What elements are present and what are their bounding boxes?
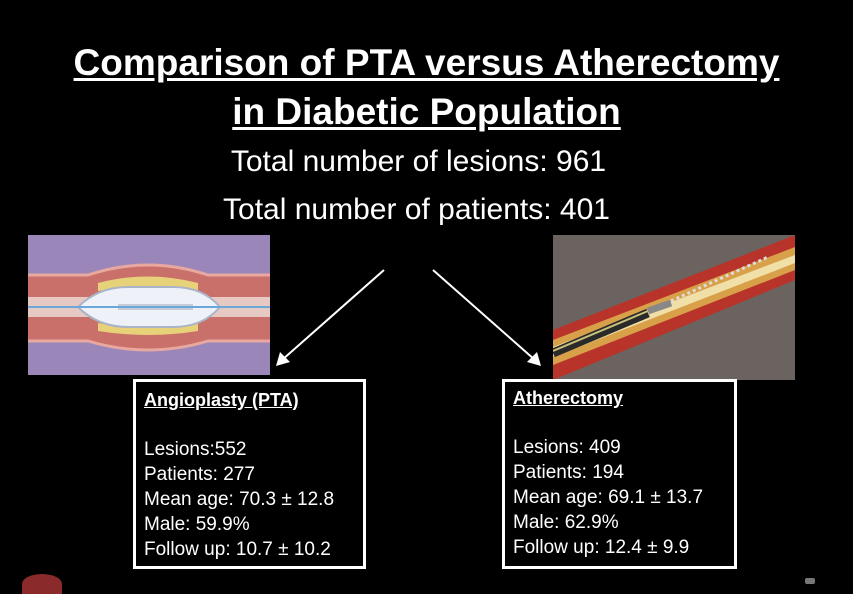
atherectomy-lesions: Lesions: 409 — [513, 437, 621, 458]
pta-lesions: Lesions:552 — [144, 439, 247, 460]
institution-logo — [22, 574, 62, 594]
atherectomy-heading: Atherectomy — [513, 388, 624, 408]
pta-male: Male: 59.9% — [144, 514, 250, 535]
pta-patients: Patients: 277 — [144, 464, 255, 485]
pta-follow-up: Follow up: 10.7 ± 10.2 — [144, 539, 331, 560]
total-patients: Total number of patients: 401 — [223, 193, 610, 226]
atherectomy-patients: Patients: 194 — [513, 462, 624, 483]
atherectomy-mean-age: Mean age: 69.1 ± 13.7 — [513, 487, 704, 508]
atherectomy-summary-box: Atherectomy Lesions: 409 Patients: 194 M… — [502, 379, 737, 569]
angioplasty-balloon-illustration — [28, 235, 270, 375]
pta-mean-age: Mean age: 70.3 ± 12.8 — [144, 489, 335, 510]
atherectomy-male: Male: 62.9% — [513, 512, 619, 533]
atherectomy-follow-up: Follow up: 12.4 ± 9.9 — [513, 537, 690, 558]
slide-nav-icon — [805, 578, 815, 584]
title-line-2: in Diabetic Population — [232, 91, 621, 132]
pta-heading: Angioplasty (PTA) — [144, 390, 299, 410]
pta-summary-box: Angioplasty (PTA) Lesions:552 Patients: … — [133, 379, 366, 569]
title-line-1: Comparison of PTA versus Atherectomy — [73, 42, 780, 83]
total-lesions: Total number of lesions: 961 — [230, 145, 607, 178]
slide-title: Comparison of PTA versus Atherectomy in … — [0, 38, 853, 136]
atherectomy-device-illustration — [553, 235, 795, 380]
